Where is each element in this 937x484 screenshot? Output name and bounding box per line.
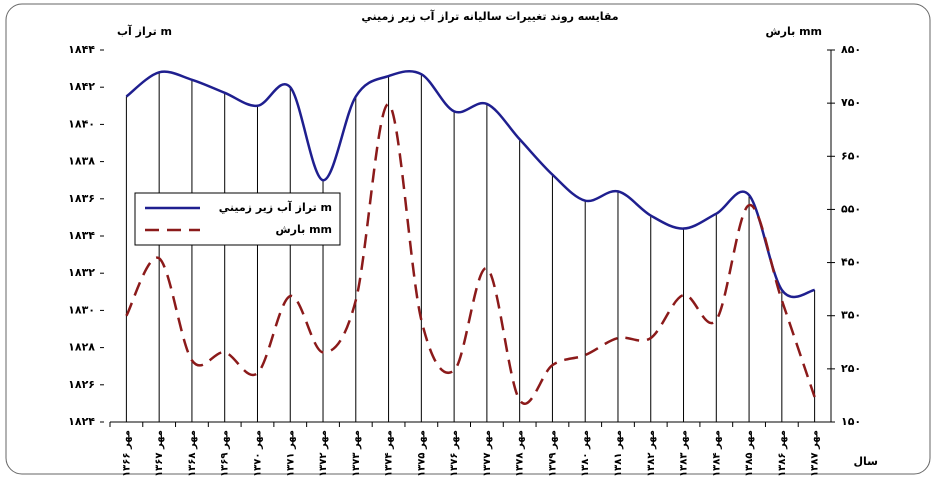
y2-tick-label: ۸۵۰ (841, 43, 861, 56)
x-tick-label: مهر ۱۳۷۳ (351, 430, 362, 477)
y-tick-label: ۱۸۲۴ (68, 415, 95, 428)
x-tick-label: مهر ۱۳۷۷ (482, 430, 493, 477)
y2-tick-label: ۳۵۰ (841, 309, 861, 322)
x-tick-label: مهر ۱۳۷۰ (252, 430, 263, 477)
x-tick-label: مهر ۱۳۸۴ (711, 430, 722, 477)
x-tick-label: مهر ۱۳۶۷ (154, 430, 165, 477)
x-tick-label: مهر ۱۳۷۸ (515, 430, 526, 477)
y-tick-label: ۱۸۳۶ (68, 192, 95, 205)
x-tick-label: مهر ۱۳۸۵ (744, 430, 755, 477)
y-axis-label: تراز آب m (117, 24, 172, 38)
y-tick-label: ۱۸۴۴ (68, 43, 95, 56)
x-tick-label: مهر ۱۳۶۶ (121, 430, 132, 477)
x-tick-label: مهر ۱۳۸۰ (580, 430, 591, 477)
y-tick-label: ۱۸۲۸ (68, 341, 95, 354)
x-tick-label: مهر ۱۳۷۲ (318, 430, 329, 477)
y2-tick-label: ۷۵۰ (841, 96, 861, 109)
x-tick-label: مهر ۱۳۸۲ (646, 430, 657, 477)
x-tick-label: مهر ۱۳۸۷ (810, 430, 821, 477)
x-tick-label: مهر ۱۳۷۴ (384, 430, 395, 477)
chart-title: مقايسه روند تغييرات ساليانه تراز آب زير … (361, 9, 618, 23)
y-tick-label: ۱۸۳۲ (68, 266, 95, 279)
legend: تراز آب زير زميني m بارش mm (135, 193, 340, 245)
x-tick-label: مهر ۱۳۶۹ (220, 430, 231, 477)
x-tick-label: مهر ۱۳۸۳ (679, 430, 690, 477)
chart: مقايسه روند تغييرات ساليانه تراز آب زير … (0, 0, 937, 480)
legend-label: تراز آب زير زميني m (219, 200, 332, 214)
x-tick-label: مهر ۱۳۸۱ (613, 430, 624, 477)
x-tick-label: مهر ۱۳۷۹ (547, 430, 558, 477)
x-tick-label: مهر ۱۳۷۶ (449, 430, 460, 477)
y-tick-label: ۱۸۲۶ (68, 378, 95, 391)
y-tick-label: ۱۸۴۲ (68, 80, 95, 93)
y2-tick-label: ۴۵۰ (841, 256, 861, 269)
x-axis-label: سال (854, 455, 879, 468)
legend-label: بارش mm (275, 223, 332, 236)
y2-tick-label: ۱۵۰ (841, 415, 861, 428)
x-tick-label: مهر ۱۳۷۵ (416, 430, 427, 477)
x-tick-label: مهر ۱۳۸۶ (777, 430, 788, 477)
y-tick-label: ۱۸۳۸ (68, 155, 95, 168)
x-tick-label: مهر ۱۳۷۱ (285, 430, 296, 477)
y2-axis-label: بارش mm (765, 25, 822, 38)
y-tick-label: ۱۸۳۰ (68, 303, 95, 316)
y2-tick-label: ۵۵۰ (841, 202, 861, 215)
x-tick-label: مهر ۱۳۶۸ (187, 430, 198, 477)
y2-tick-label: ۲۵۰ (841, 362, 861, 375)
y-tick-label: ۱۸۳۴ (68, 229, 95, 242)
y2-tick-label: ۶۵۰ (841, 149, 861, 162)
y-tick-label: ۱۸۴۰ (68, 117, 95, 130)
